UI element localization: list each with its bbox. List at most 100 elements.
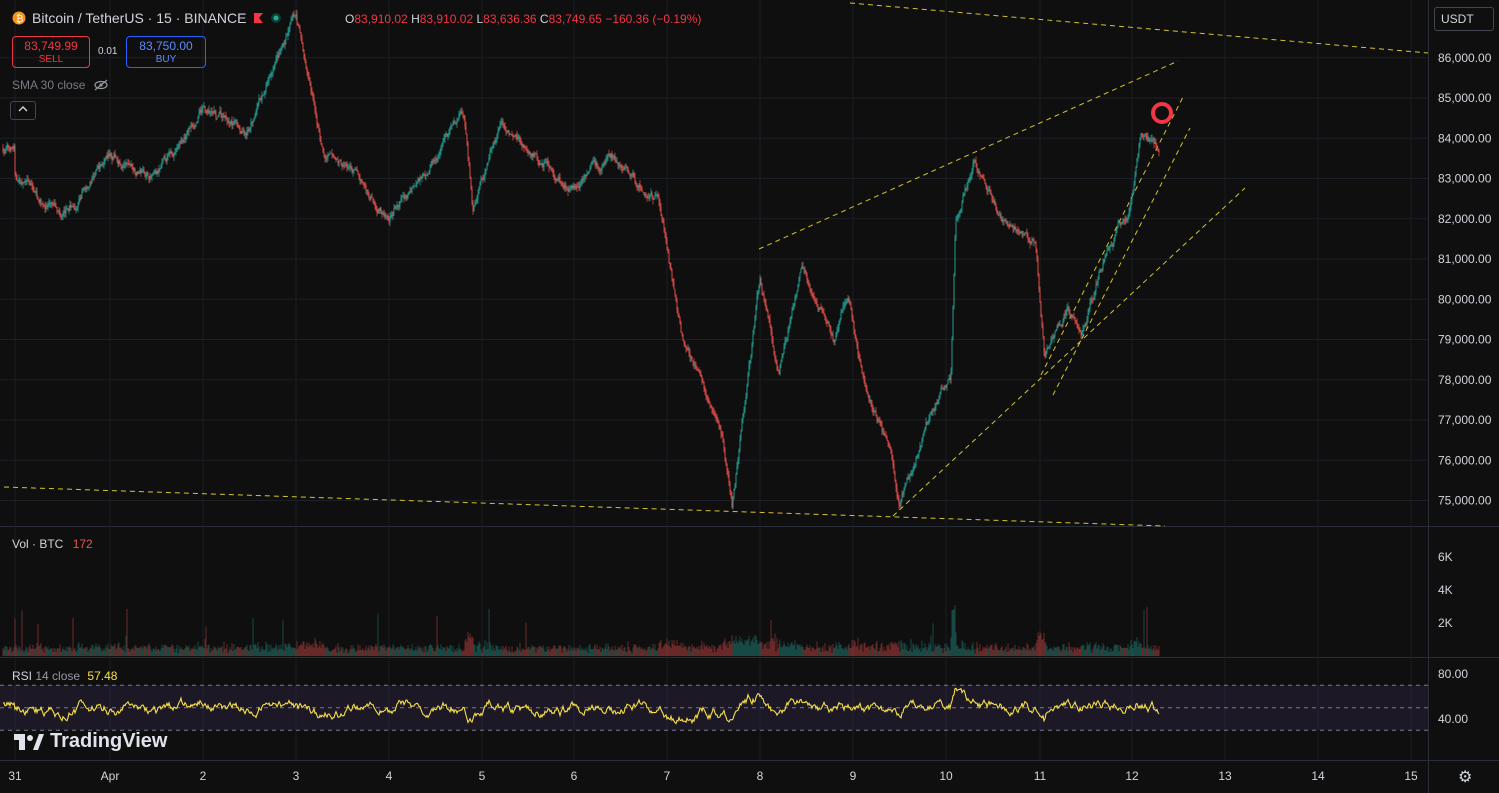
candle-body bbox=[1146, 135, 1148, 140]
volume-bar bbox=[147, 645, 149, 656]
volume-bar bbox=[1091, 652, 1093, 656]
candle-body bbox=[754, 316, 756, 329]
candle-body bbox=[411, 187, 413, 192]
volume-bar bbox=[456, 647, 458, 656]
candle-body bbox=[986, 187, 988, 192]
currency-selector[interactable]: USDT bbox=[1434, 7, 1494, 31]
volume-bar bbox=[208, 644, 210, 656]
candle-body bbox=[1072, 316, 1074, 318]
candle-body bbox=[447, 134, 449, 137]
candle-body bbox=[396, 205, 398, 207]
candle-body bbox=[115, 156, 117, 158]
volume-bar bbox=[838, 641, 840, 656]
volume-bar bbox=[158, 649, 160, 656]
volume-bar bbox=[502, 645, 504, 656]
volume-bar bbox=[628, 646, 630, 656]
volume-bar bbox=[1051, 648, 1053, 656]
candle-body bbox=[1144, 134, 1146, 137]
volume-bar bbox=[793, 645, 795, 656]
sell-button[interactable]: 83,749.99 SELL bbox=[12, 36, 90, 68]
candle-body bbox=[493, 141, 495, 145]
candle-body bbox=[798, 278, 800, 285]
symbol-title[interactable]: Bitcoin / TetherUS · 15 · BINANCE bbox=[32, 10, 247, 26]
candle-body bbox=[347, 167, 349, 169]
volume-bar bbox=[103, 648, 105, 656]
candle-body bbox=[1064, 314, 1066, 316]
candle-body bbox=[853, 321, 855, 330]
candle-body bbox=[971, 170, 973, 176]
volume-bar bbox=[873, 648, 875, 656]
volume-bar bbox=[156, 649, 158, 656]
candle-body bbox=[1120, 223, 1122, 225]
volume-bar bbox=[467, 631, 469, 656]
flag-icon[interactable] bbox=[252, 12, 264, 24]
volume-bar bbox=[459, 648, 461, 656]
candle-body bbox=[812, 293, 814, 297]
volume-bar bbox=[546, 646, 548, 656]
candle-body bbox=[399, 200, 401, 206]
candle-body bbox=[1012, 224, 1014, 229]
volume-bar bbox=[266, 644, 268, 656]
volume-bar bbox=[732, 641, 734, 656]
candle-body bbox=[449, 127, 451, 132]
tradingview-logo[interactable]: TradingView bbox=[14, 730, 167, 753]
collapse-legend-button[interactable] bbox=[10, 101, 36, 120]
candle-body bbox=[1061, 325, 1063, 327]
candle-body bbox=[957, 214, 959, 219]
volume-legend[interactable]: Vol · BTC 172 bbox=[12, 537, 93, 551]
volume-bar bbox=[1138, 641, 1140, 656]
volume-bar bbox=[47, 646, 49, 656]
volume-bar bbox=[876, 640, 878, 656]
volume-bar bbox=[1010, 649, 1012, 656]
volume-bar bbox=[888, 643, 890, 656]
candle-body bbox=[456, 119, 458, 124]
volume-bar bbox=[180, 646, 182, 656]
candle-body bbox=[398, 205, 400, 208]
candle-body bbox=[1039, 289, 1041, 303]
candle-body bbox=[865, 385, 867, 389]
volume-bar bbox=[87, 651, 89, 656]
spread-value: 0.01 bbox=[98, 46, 118, 57]
volume-bar bbox=[54, 648, 56, 656]
volume-bar bbox=[175, 648, 177, 656]
volume-bar bbox=[854, 641, 856, 656]
volume-bar bbox=[558, 645, 560, 656]
volume-bar bbox=[831, 652, 833, 656]
volume-bar bbox=[35, 647, 37, 656]
sma-label: SMA 30 close bbox=[12, 78, 86, 92]
candle-body bbox=[938, 396, 940, 400]
volume-bar bbox=[675, 646, 677, 656]
buy-button[interactable]: 83,750.00 BUY bbox=[126, 36, 206, 68]
candle-body bbox=[685, 345, 687, 349]
volume-bar bbox=[242, 650, 244, 656]
candle-body bbox=[13, 146, 15, 149]
candle-body bbox=[1057, 323, 1059, 327]
candle-body bbox=[271, 72, 273, 74]
volume-bar bbox=[513, 653, 515, 656]
sma-indicator[interactable]: SMA 30 close bbox=[12, 78, 109, 92]
candle-body bbox=[856, 339, 858, 346]
volume-bar bbox=[989, 646, 991, 656]
volume-bar bbox=[893, 643, 895, 656]
candle-body bbox=[443, 138, 445, 142]
hidden-eye-icon[interactable] bbox=[93, 79, 109, 91]
rsi-legend[interactable]: RSI 14 close 57.48 bbox=[12, 669, 117, 683]
volume-bar bbox=[287, 644, 289, 656]
candle-body bbox=[1018, 231, 1020, 234]
sell-label: SELL bbox=[38, 54, 64, 65]
volume-bar bbox=[924, 643, 926, 656]
volume-bar bbox=[249, 645, 251, 656]
volume-bar bbox=[971, 645, 973, 656]
settings-gear-icon[interactable]: ⚙ bbox=[1458, 769, 1473, 786]
symbol-header[interactable]: ₿ Bitcoin / TetherUS · 15 · BINANCE bbox=[12, 10, 282, 26]
volume-bar bbox=[567, 648, 569, 656]
candle-body bbox=[817, 306, 819, 310]
volume-bar bbox=[178, 646, 180, 656]
volume-bar bbox=[622, 650, 624, 656]
volume-bar bbox=[452, 645, 454, 656]
volume-bar bbox=[372, 646, 374, 656]
candle-body bbox=[157, 171, 159, 173]
volume-bar bbox=[582, 649, 584, 656]
volume-bar bbox=[64, 650, 66, 656]
